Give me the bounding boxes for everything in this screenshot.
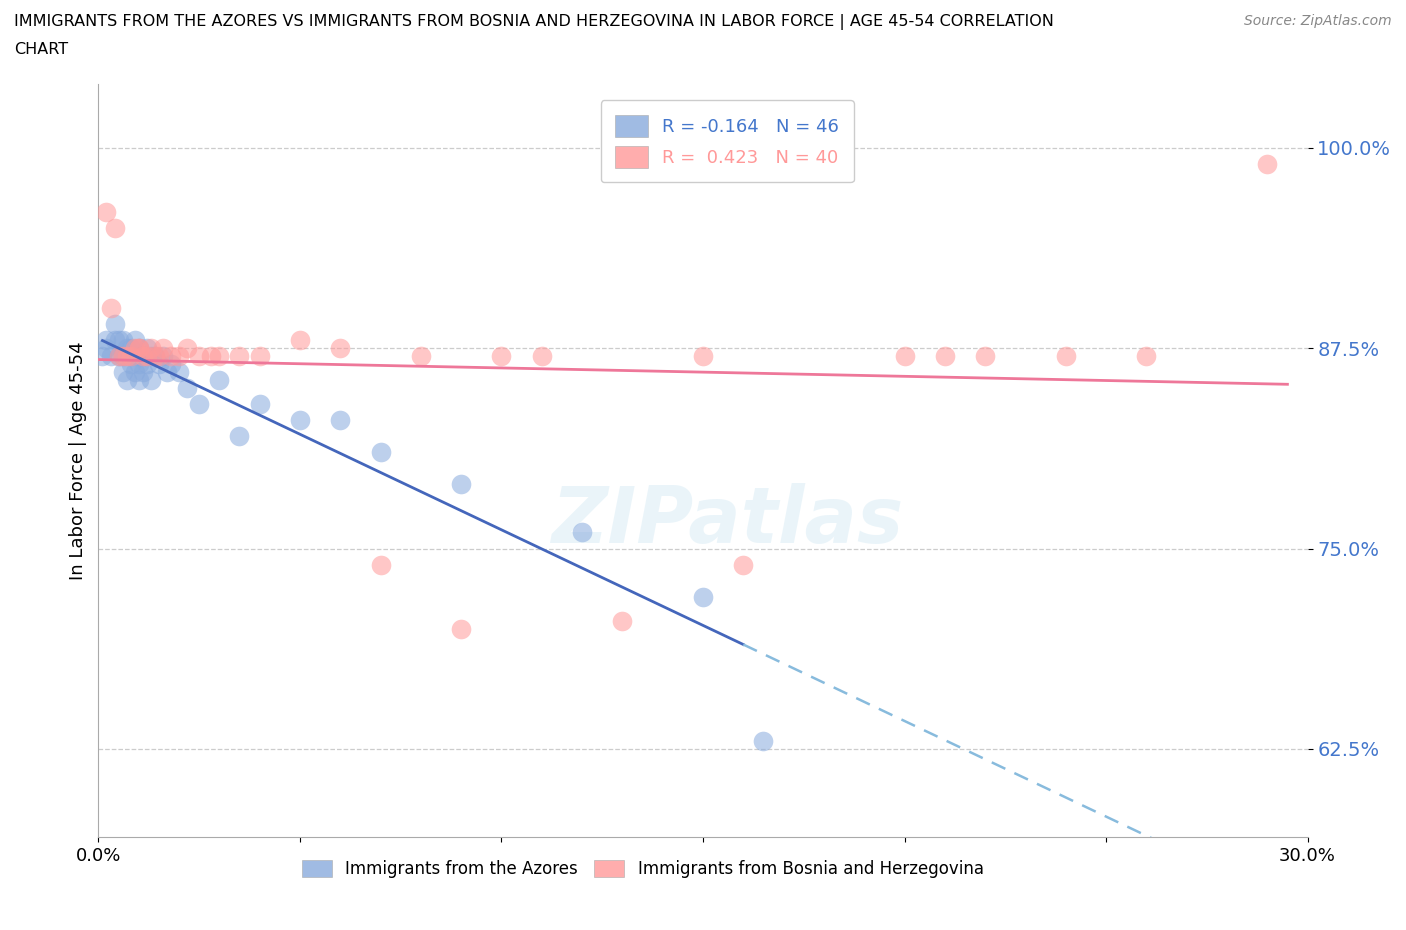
Point [249,349,271,364]
Point [143,349,166,364]
Point [974,349,997,364]
Point [491,349,513,364]
Point [208,373,231,388]
Point [103,220,125,235]
Point [1054,349,1077,364]
Point [612,613,634,628]
Point [124,333,146,348]
Point [107,349,129,364]
Point [100,349,122,364]
Point [167,349,190,364]
Point [132,349,155,364]
Point [111,365,134,379]
Point [370,557,392,572]
Point [1135,349,1157,364]
Point [176,380,198,395]
Point [228,349,250,364]
Point [103,317,125,332]
Point [167,365,190,379]
Point [571,525,593,540]
Point [107,333,129,348]
Point [128,340,150,355]
Legend: Immigrants from the Azores, Immigrants from Bosnia and Herzegovina: Immigrants from the Azores, Immigrants f… [295,854,990,885]
Point [111,349,134,364]
Point [160,349,183,364]
Point [370,445,392,459]
Point [135,349,157,364]
Point [176,340,198,355]
Point [160,357,183,372]
Point [409,349,432,364]
Point [288,333,311,348]
Point [128,373,150,388]
Point [111,349,134,364]
Point [100,300,122,315]
Point [96,340,118,355]
Point [893,349,915,364]
Point [329,413,352,428]
Point [692,349,714,364]
Point [208,349,231,364]
Point [329,340,352,355]
Point [188,349,211,364]
Point [156,365,179,379]
Point [692,589,714,604]
Point [188,397,211,412]
Point [139,349,162,364]
Text: ZIPatlas: ZIPatlas [551,483,903,559]
Point [132,349,155,364]
Point [120,349,142,364]
Point [111,333,134,348]
Point [128,357,150,372]
Point [934,349,956,364]
Point [103,333,125,348]
Point [124,340,146,355]
Point [96,205,118,219]
Point [450,621,472,636]
Point [249,397,271,412]
Point [752,734,775,749]
Point [128,340,150,355]
Point [115,340,138,355]
Point [200,349,222,364]
Text: IMMIGRANTS FROM THE AZORES VS IMMIGRANTS FROM BOSNIA AND HERZEGOVINA IN LABOR FO: IMMIGRANTS FROM THE AZORES VS IMMIGRANTS… [14,14,1054,30]
Point [143,349,166,364]
Text: Source: ZipAtlas.com: Source: ZipAtlas.com [1244,14,1392,28]
Point [288,413,311,428]
Text: CHART: CHART [14,42,67,57]
Point [148,357,170,372]
Point [107,349,129,364]
Point [124,349,146,364]
Point [120,357,142,372]
Point [115,373,138,388]
Point [96,333,118,348]
Point [91,349,114,364]
Point [1256,156,1278,171]
Point [135,357,157,372]
Point [733,557,755,572]
Point [530,349,553,364]
Point [228,429,250,444]
Point [139,340,162,355]
Point [152,349,174,364]
Point [139,373,162,388]
Y-axis label: In Labor Force | Age 45-54: In Labor Force | Age 45-54 [69,341,87,579]
Point [450,477,472,492]
Point [128,340,150,355]
Point [132,365,155,379]
Point [120,349,142,364]
Point [148,349,170,364]
Point [120,340,142,355]
Point [124,365,146,379]
Point [152,340,174,355]
Point [135,340,157,355]
Point [115,349,138,364]
